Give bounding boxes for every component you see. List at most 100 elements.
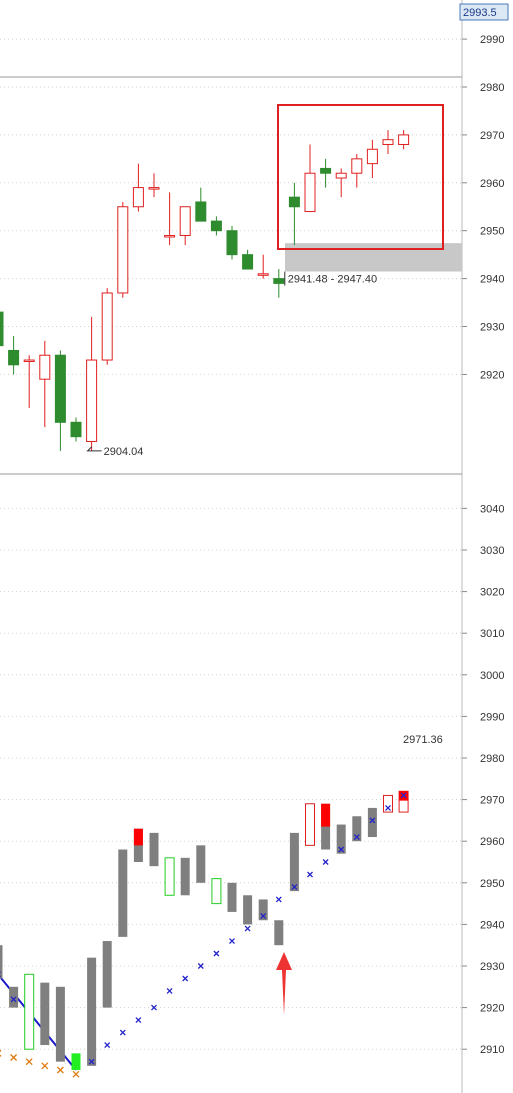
axis-tick-label: 2940 bbox=[480, 274, 504, 286]
blue-x-marker bbox=[307, 871, 313, 878]
blue-x-marker bbox=[369, 817, 376, 824]
axis-tick-label: 3020 bbox=[480, 587, 504, 599]
candle-body bbox=[226, 230, 238, 256]
blue-x-marker bbox=[119, 1029, 126, 1036]
blue-x-marker bbox=[182, 975, 189, 982]
candle-body bbox=[39, 354, 51, 380]
axis-tick-label: 2990 bbox=[480, 34, 504, 46]
blue-x-marker bbox=[291, 884, 298, 890]
candle-body bbox=[257, 273, 269, 276]
gap-annotation: 2941.48 - 2947.40 bbox=[284, 271, 377, 286]
range-bar-top bbox=[321, 803, 331, 827]
range-bar bbox=[336, 824, 346, 854]
range-bar-series bbox=[0, 790, 409, 1070]
axis-tick-label: 3040 bbox=[480, 503, 504, 515]
range-bar bbox=[227, 882, 237, 912]
blue-x-marker bbox=[213, 950, 220, 957]
blue-x-marker bbox=[338, 846, 345, 853]
axis-tick-label: 2910 bbox=[480, 1044, 504, 1056]
blue-x-marker bbox=[260, 913, 267, 920]
blue-x-marker bbox=[322, 859, 329, 865]
candle-body bbox=[288, 196, 300, 208]
range-bar bbox=[164, 857, 175, 896]
axis-tick-label: 3000 bbox=[480, 670, 504, 682]
blue-x-marker bbox=[88, 1058, 95, 1065]
orange-x-marker bbox=[72, 1070, 80, 1078]
low-arrow-icon bbox=[86, 446, 102, 452]
gap-zone bbox=[285, 243, 462, 272]
range-bar bbox=[258, 899, 268, 921]
range-bar-top bbox=[133, 828, 143, 846]
blue-x-marker bbox=[197, 963, 204, 969]
range-bar bbox=[274, 920, 284, 946]
range-bar bbox=[55, 986, 65, 1062]
orange-x-marker bbox=[0, 1049, 2, 1057]
highlight-box bbox=[277, 104, 444, 250]
range-bar bbox=[196, 845, 206, 883]
axis-tick-label: 2970 bbox=[480, 795, 504, 807]
axis-tick-label: 2960 bbox=[480, 836, 504, 848]
marker-series bbox=[0, 792, 407, 1078]
range-bar bbox=[243, 895, 253, 925]
axis-tick-label: 2930 bbox=[480, 961, 504, 973]
top-grid bbox=[0, 38, 462, 375]
range-bar bbox=[118, 849, 128, 937]
candle-body bbox=[101, 292, 113, 361]
candle-body bbox=[179, 206, 191, 236]
current-price-box bbox=[459, 3, 509, 21]
orange-x-marker bbox=[56, 1066, 64, 1074]
low-price-label: 2904.04 bbox=[104, 446, 144, 458]
axis-tick-label: 2920 bbox=[480, 369, 504, 381]
candle-body bbox=[70, 421, 82, 438]
range-bar bbox=[289, 832, 299, 892]
range-bar bbox=[87, 957, 97, 1066]
range-bar bbox=[71, 1053, 81, 1070]
axis-tick-label: 2920 bbox=[480, 1003, 504, 1015]
axis-tick-label: 2960 bbox=[480, 178, 504, 190]
range-bar bbox=[352, 816, 362, 842]
blue-x-marker bbox=[244, 925, 251, 932]
candle-body bbox=[54, 354, 66, 423]
candle-body bbox=[366, 148, 378, 165]
blue-x-marker bbox=[353, 834, 360, 840]
range-bar bbox=[149, 832, 159, 867]
range-bar bbox=[211, 878, 222, 905]
orange-x-marker bbox=[41, 1062, 49, 1070]
low-annotation: 2904.04 bbox=[86, 446, 144, 458]
candle-body bbox=[8, 349, 20, 366]
candle-body bbox=[148, 187, 160, 190]
range-bar bbox=[0, 945, 3, 979]
orange-x-marker bbox=[25, 1058, 33, 1066]
candle-body bbox=[132, 187, 144, 208]
candlestick-series bbox=[0, 130, 410, 452]
candle-body bbox=[23, 359, 35, 363]
top-price-axis: 2920 2930 2940 2950 2960 2970 2980 2990 bbox=[462, 34, 504, 381]
bottom-price-axis: 2910 2920 2930 2940 2950 2960 2970 2980 2990 3000… bbox=[462, 503, 504, 1056]
blue-x-marker bbox=[104, 1042, 111, 1048]
axis-tick-label: 2950 bbox=[480, 878, 504, 890]
axis-tick-label: 2980 bbox=[480, 82, 504, 94]
range-bar bbox=[180, 857, 190, 896]
blue-x-marker bbox=[385, 804, 391, 811]
current-price-label: 2993.5 bbox=[463, 7, 497, 19]
blue-x-marker bbox=[10, 996, 17, 1003]
blue-x-marker bbox=[151, 1004, 157, 1011]
blue-x-marker bbox=[400, 792, 407, 799]
bottom-price-label: 2971.36 bbox=[403, 734, 443, 746]
blue-x-marker bbox=[229, 938, 235, 944]
axis-tick-label: 2930 bbox=[480, 322, 504, 334]
range-bar bbox=[102, 941, 112, 1008]
candle-body bbox=[117, 206, 129, 294]
range-bar bbox=[40, 982, 50, 1046]
candle-body bbox=[382, 139, 394, 145]
candle-body bbox=[210, 220, 222, 232]
candle-body bbox=[242, 254, 254, 270]
axis-tick-label: 3010 bbox=[480, 628, 504, 640]
candle-body bbox=[304, 172, 316, 213]
range-bar bbox=[367, 807, 377, 838]
candle-body bbox=[164, 234, 176, 238]
axis-tick-label: 3030 bbox=[480, 545, 504, 557]
blue-x-marker bbox=[275, 896, 282, 903]
blue-x-marker bbox=[166, 988, 173, 994]
